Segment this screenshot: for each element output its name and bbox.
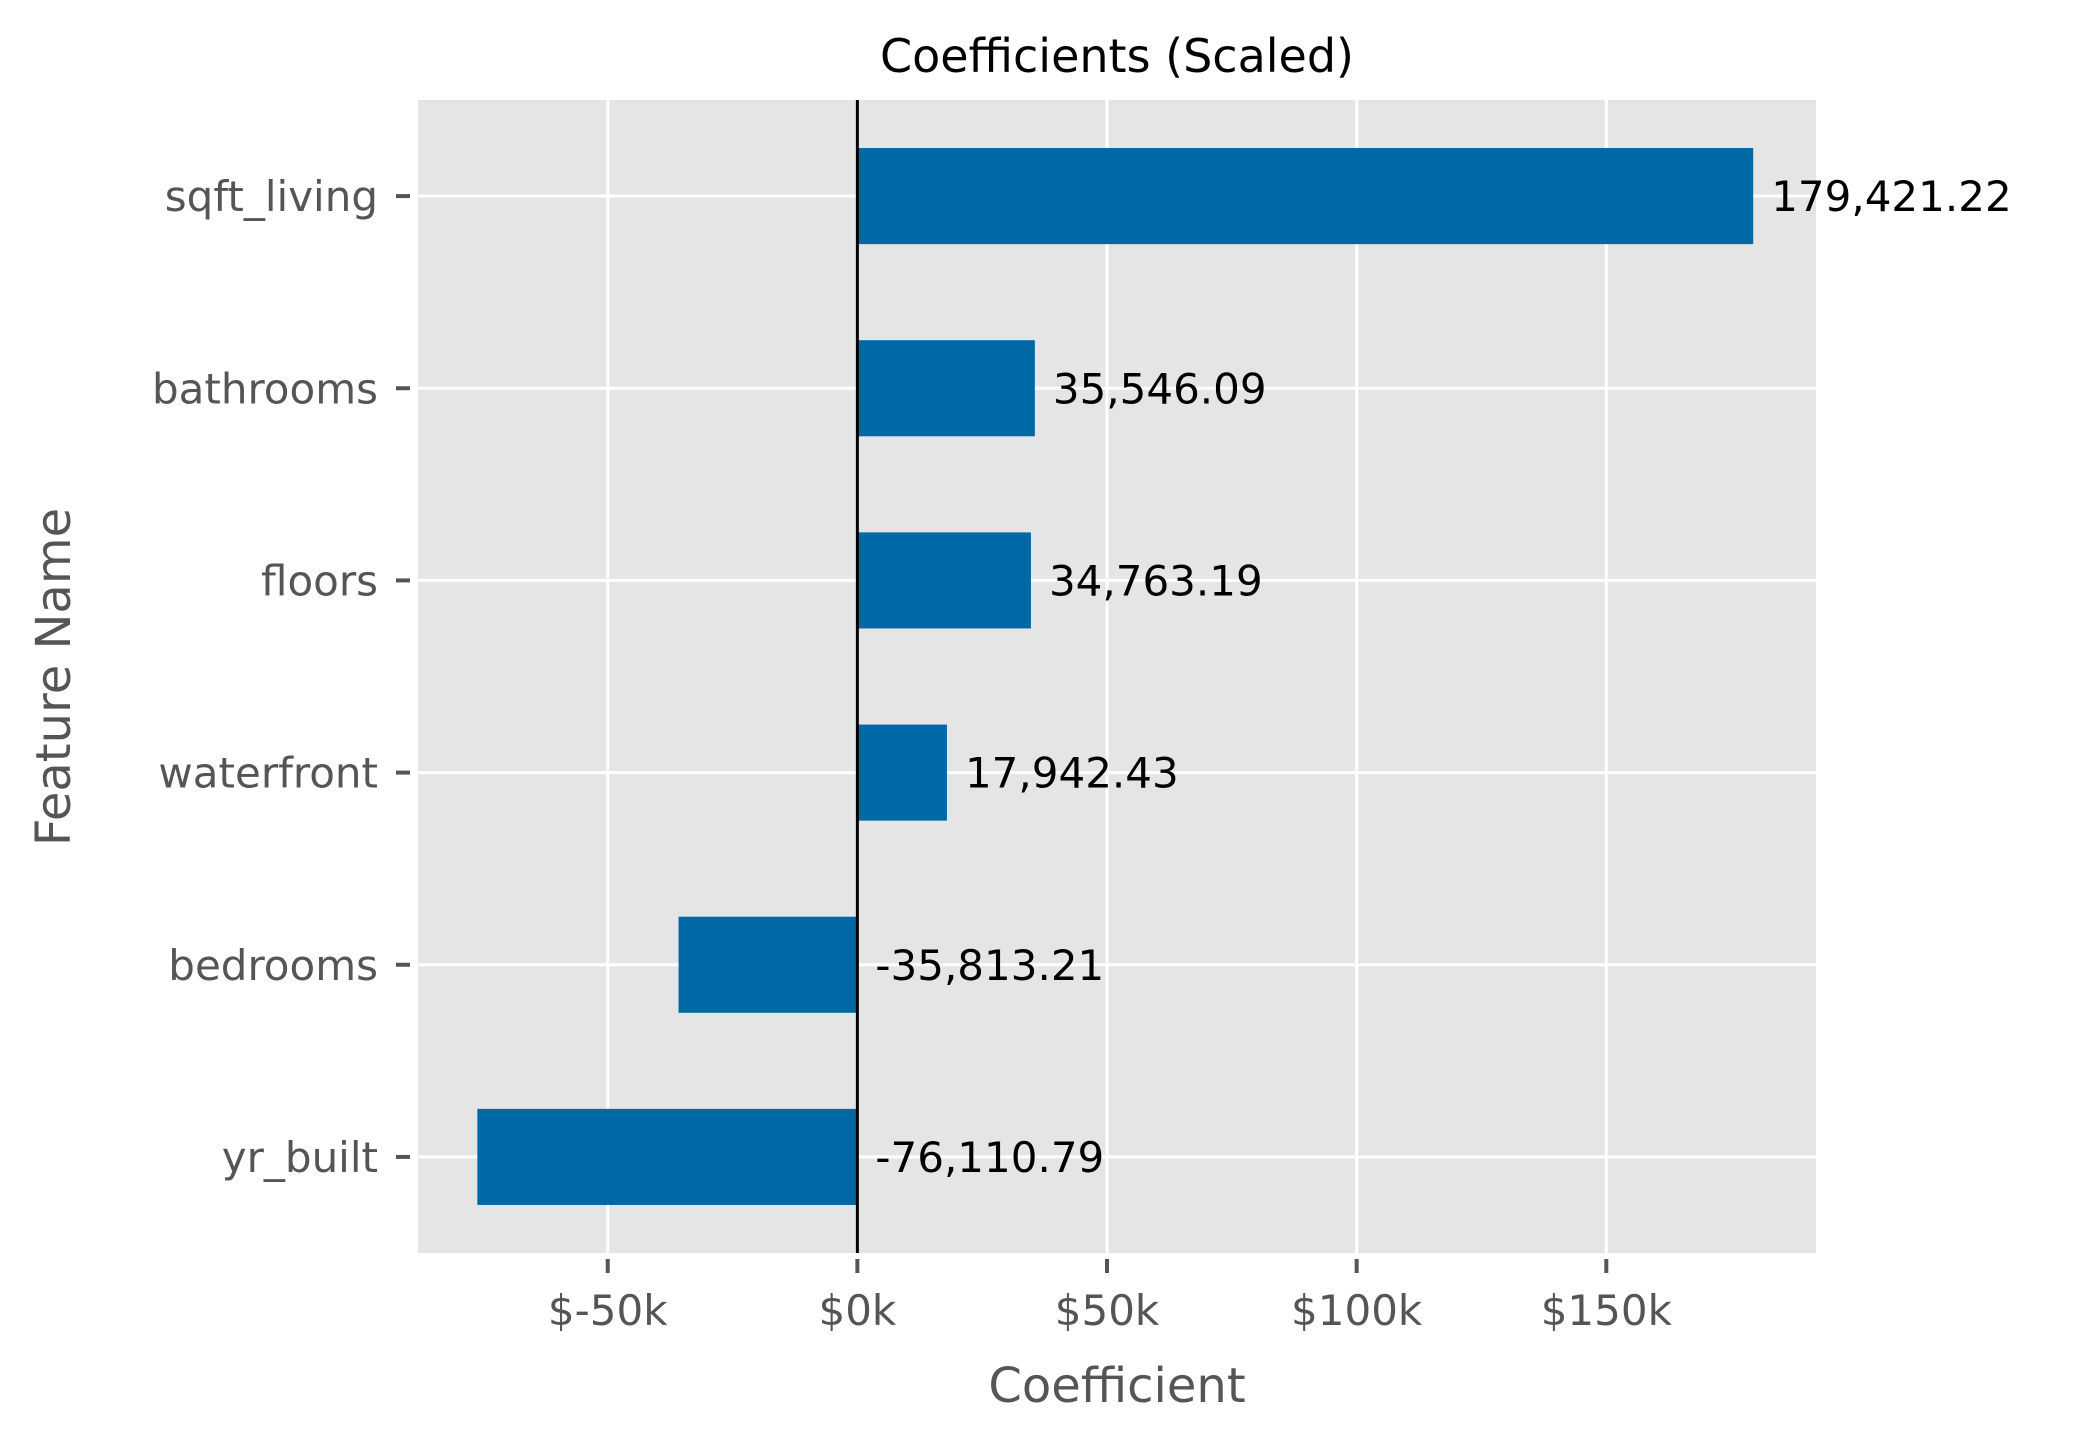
bar-bathrooms <box>857 340 1035 437</box>
y-tick-label: waterfront <box>158 749 378 798</box>
y-tick-label: yr_built <box>222 1133 378 1182</box>
x-tick-label: $50k <box>1055 1286 1160 1335</box>
data-label: 179,421.22 <box>1771 172 2011 221</box>
y-tick-label: floors <box>261 556 378 605</box>
data-label: -76,110.79 <box>875 1133 1104 1182</box>
x-axis-label: Coefficient <box>988 1358 1245 1414</box>
data-label: -35,813.21 <box>875 941 1104 990</box>
data-label: 17,942.43 <box>965 749 1179 798</box>
data-label: 34,763.19 <box>1049 556 1263 605</box>
bar-bedrooms <box>678 916 858 1013</box>
y-tick-label: sqft_living <box>165 172 378 221</box>
y-tick-label: bedrooms <box>168 941 378 990</box>
x-axis-ticks: $-50k $0k $50k $100k $150k <box>548 1259 1673 1335</box>
bars <box>477 148 1754 1205</box>
data-label: 35,546.09 <box>1053 364 1267 413</box>
x-tick-label: $150k <box>1541 1286 1673 1335</box>
y-axis-label: Feature Name <box>26 508 82 846</box>
data-labels: 179,421.22 35,546.09 34,763.19 17,942.43 -35… <box>875 172 2011 1182</box>
bar-floors <box>857 532 1031 629</box>
bar-sqft_living <box>857 148 1754 245</box>
bar-waterfront <box>857 724 947 821</box>
x-tick-label: $100k <box>1291 1286 1423 1335</box>
plot-background <box>418 100 1816 1253</box>
y-axis-ticks: sqft_living bathrooms floors waterfront bedr… <box>152 172 410 1182</box>
chart-title: Coefficients (Scaled) <box>880 29 1354 83</box>
x-tick-label: $-50k <box>548 1286 668 1335</box>
bar-yr_built <box>477 1108 858 1205</box>
y-tick-label: bathrooms <box>152 364 378 413</box>
x-tick-label: $0k <box>818 1286 896 1335</box>
